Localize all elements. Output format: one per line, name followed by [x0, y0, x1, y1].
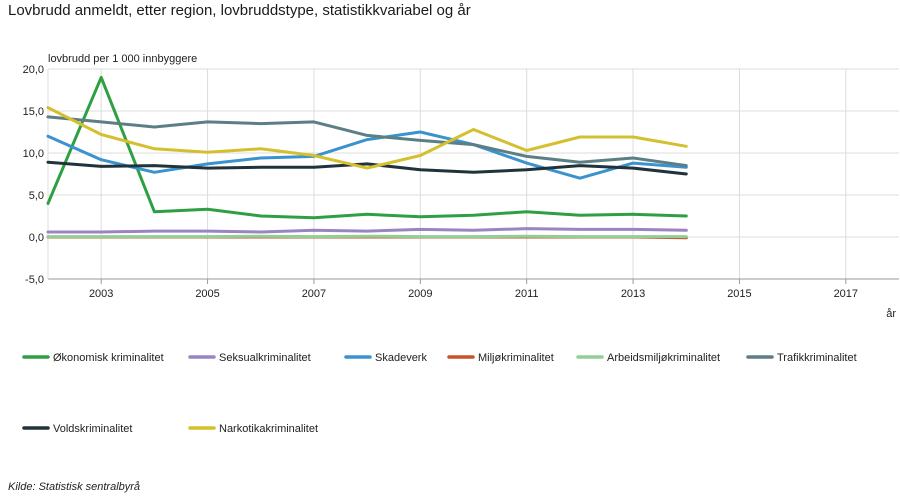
x-axis-ticks: 2003 2005 2007 2009 2011 2013 2015 2017 [89, 279, 858, 300]
x-tick-label: 2015 [727, 288, 751, 300]
series-line-6 [46, 160, 688, 176]
series-line-7 [46, 106, 688, 170]
legend-item-label: Trafikkriminalitet [777, 352, 857, 364]
y-tick-label: 5,0 [29, 190, 44, 202]
x-tick-label: 2013 [621, 288, 645, 300]
x-tick-label: 2009 [408, 288, 432, 300]
y-tick-label: 15,0 [23, 106, 44, 118]
source-note: Kilde: Statistisk sentralbyrå [8, 481, 141, 493]
legend-item-label: Økonomisk kriminalitet [53, 352, 164, 364]
x-tick-label: 2011 [515, 288, 539, 300]
x-tick-label: 2017 [834, 288, 858, 300]
legend: Økonomisk kriminalitet Seksualkriminalite… [22, 352, 857, 435]
y-tick-label: 10,0 [23, 148, 44, 160]
legend-item-label: Skadeverk [375, 352, 427, 364]
y-axis-ticks: 20,0 15,0 10,0 5,0 0,0 -5,0 [23, 64, 44, 286]
series-line-2 [46, 130, 688, 180]
x-tick-label: 2003 [89, 288, 113, 300]
legend-item-label: Arbeidsmiljøkriminalitet [607, 352, 720, 364]
y-tick-label: -5,0 [25, 274, 44, 286]
y-axis-label: lovbrudd per 1 000 innbyggere [48, 53, 197, 65]
chart-title: Lovbrudd anmeldt, etter region, lovbrudd… [8, 2, 471, 19]
line-chart: 20,015,010,05,00,0-5,0 2003 2005 2007 2009 2… [22, 53, 899, 435]
x-tick-label: 2007 [302, 288, 326, 300]
grid-lines [47, 68, 899, 280]
series-line-1 [46, 227, 688, 234]
series-line-5 [46, 115, 688, 168]
legend-item-label: Miljøkriminalitet [478, 352, 554, 364]
legend-item-label: Narkotikakriminalitet [219, 423, 318, 435]
y-tick-label: 0,0 [29, 232, 44, 244]
y-tick-label: 20,0 [23, 64, 44, 76]
x-axis-label: år [886, 308, 896, 320]
legend-item-label: Seksualkriminalitet [219, 352, 311, 364]
series-lines [46, 75, 688, 240]
series-line-0 [46, 75, 688, 220]
x-tick-label: 2005 [195, 288, 219, 300]
legend-item-label: Voldskriminalitet [53, 423, 132, 435]
